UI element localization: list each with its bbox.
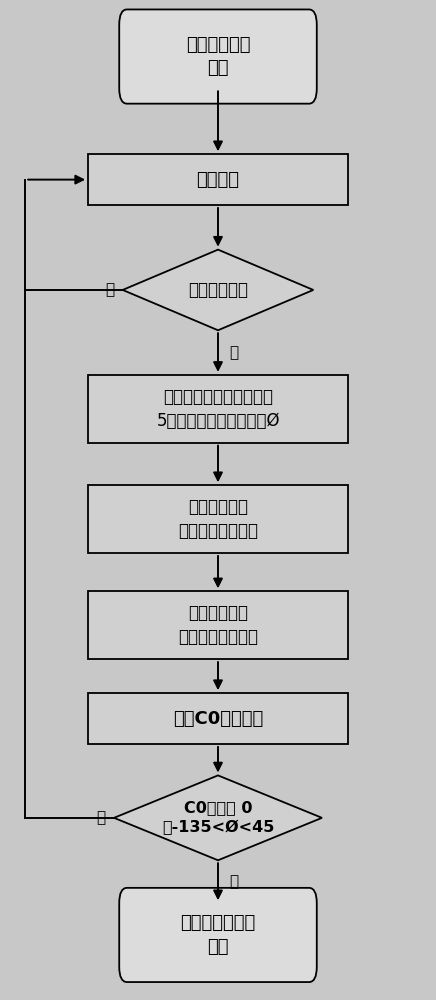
Bar (88, 591, 348, 659)
FancyBboxPatch shape (119, 888, 317, 982)
Bar (88, 375, 348, 443)
Bar (88, 154, 348, 205)
Text: C0参数＜ 0
且-135<Ø<45: C0参数＜ 0 且-135<Ø<45 (162, 800, 274, 835)
Text: （故障检测）
开始: （故障检测） 开始 (186, 36, 250, 77)
Text: 从零序电流零序电压提取
5次谐波分量，计算相角Ø: 从零序电流零序电压提取 5次谐波分量，计算相角Ø (156, 388, 280, 430)
Polygon shape (123, 250, 313, 330)
Text: 计算C0参数的値: 计算C0参数的値 (173, 710, 263, 728)
Text: 判定为区内故障
结束: 判定为区内故障 结束 (181, 914, 255, 956)
Text: 对零序电压做
带通数字滤波计算: 对零序电压做 带通数字滤波计算 (178, 604, 258, 646)
Text: 零序电压启动: 零序电压启动 (188, 281, 248, 299)
Text: 是: 是 (229, 345, 238, 360)
Bar (88, 693, 348, 744)
Text: 采集数据: 采集数据 (197, 171, 239, 189)
Bar (88, 485, 348, 553)
Text: 否: 否 (105, 282, 114, 297)
FancyBboxPatch shape (119, 9, 317, 104)
Text: 是: 是 (229, 874, 238, 889)
Text: 对零序电流做
带通数字滤波计算: 对零序电流做 带通数字滤波计算 (178, 498, 258, 540)
Polygon shape (114, 775, 322, 860)
Text: 否: 否 (96, 810, 106, 825)
